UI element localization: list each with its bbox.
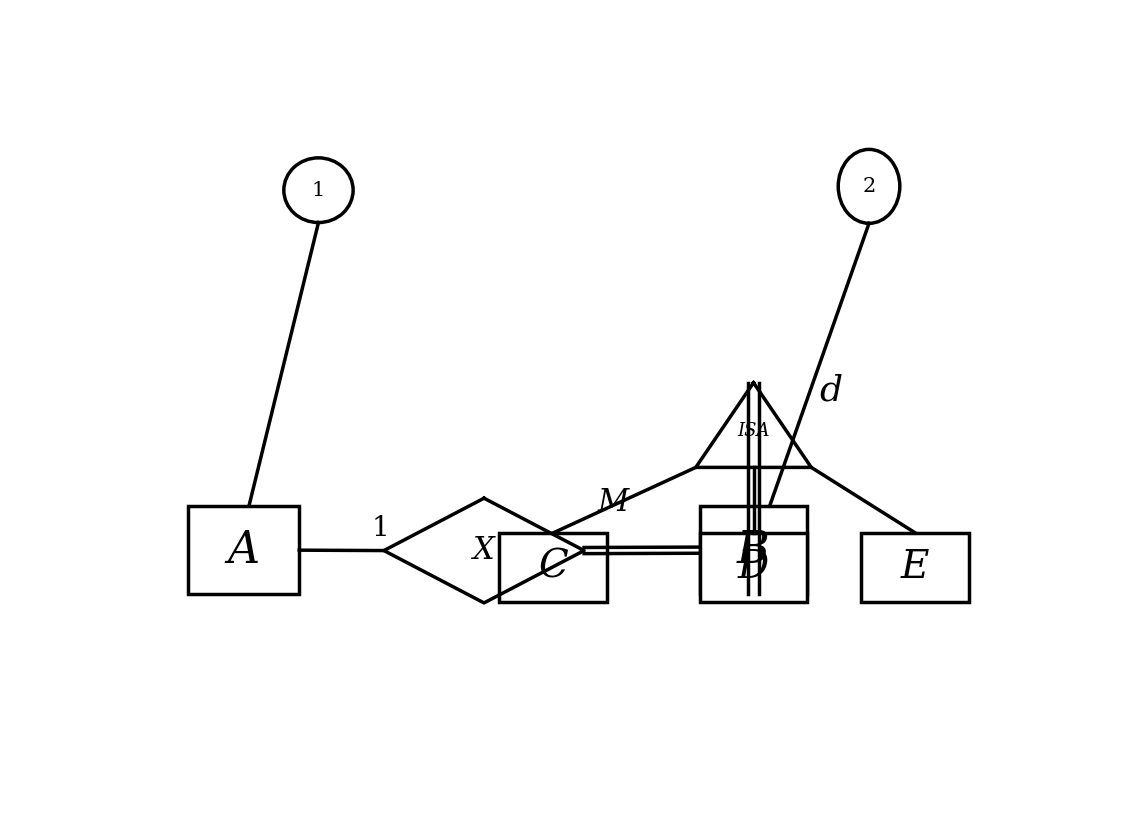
Text: 1: 1 [371,516,388,543]
Text: B: B [737,529,770,572]
Ellipse shape [838,149,900,223]
Text: X: X [473,535,495,566]
Bar [188,506,300,594]
Text: 1: 1 [312,181,325,200]
Text: C: C [539,549,568,586]
Text: d: d [819,373,842,408]
Text: D: D [738,549,769,586]
Ellipse shape [284,158,353,222]
Bar [499,533,607,602]
Bar [699,506,808,594]
Text: ISA: ISA [737,422,770,440]
Bar [861,533,969,602]
Text: A: A [228,529,260,572]
Text: 2: 2 [862,177,876,196]
Text: M: M [598,487,629,518]
Bar [699,533,808,602]
Text: E: E [901,549,929,586]
